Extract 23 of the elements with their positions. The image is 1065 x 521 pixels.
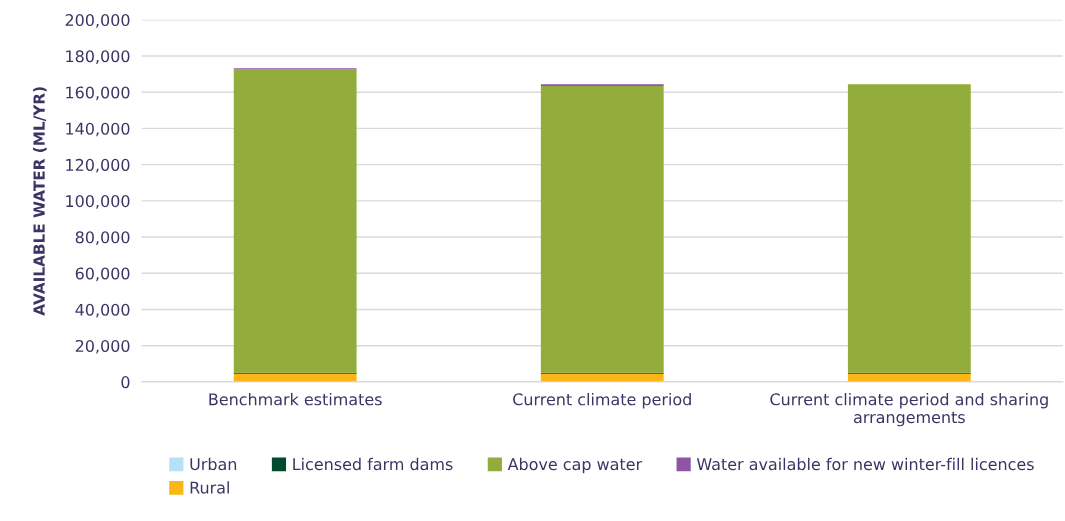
x-tick-label: Current climate period: [513, 393, 691, 409]
y-tick-label: 160,000: [66, 86, 130, 101]
y-tick-label: 0: [121, 376, 130, 389]
x-tick-label: Benchmark estimates: [209, 393, 382, 406]
bar: [847, 84, 971, 373]
legend-label: Rural: [190, 481, 229, 494]
legend-label: Urban: [190, 457, 237, 471]
y-tick-label: 100,000: [66, 195, 130, 209]
y-tick-label: 80,000: [75, 231, 130, 245]
bar: [540, 85, 664, 373]
y-tick-label: 140,000: [66, 122, 130, 137]
x-tick-label: Current climate period and sharing arrangements: [770, 393, 1048, 427]
legend-label: Water available for new winter-fill licences: [696, 457, 1034, 471]
y-axis-title: AVAILABLE WATER (ML/YR): [33, 87, 47, 316]
legend-label: Above cap water: [507, 457, 643, 474]
legend-label: Licensed farm dams: [293, 457, 453, 471]
y-tick-label: 20,000: [75, 339, 130, 354]
y-tick-label: 180,000: [66, 50, 130, 64]
y-tick-label: 120,000: [66, 158, 130, 173]
y-tick-label: 60,000: [75, 267, 130, 282]
bar: [233, 69, 357, 373]
y-tick-label: 200,000: [65, 14, 130, 28]
y-tick-label: 40,000: [75, 303, 130, 318]
